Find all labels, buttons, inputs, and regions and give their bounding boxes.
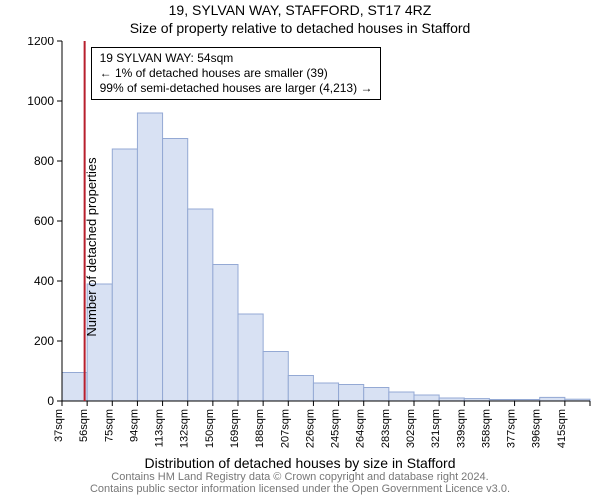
svg-text:339sqm: 339sqm [455, 409, 467, 448]
svg-text:169sqm: 169sqm [229, 409, 241, 448]
svg-text:415sqm: 415sqm [556, 409, 568, 448]
page-title: 19, SYLVAN WAY, STAFFORD, ST17 4RZ [0, 0, 600, 20]
svg-text:800: 800 [34, 154, 54, 168]
svg-text:0: 0 [47, 394, 54, 408]
legend-line-2: ← 1% of detached houses are smaller (39) [100, 66, 373, 81]
svg-text:207sqm: 207sqm [279, 409, 291, 448]
svg-text:600: 600 [34, 214, 54, 228]
legend-line-1: 19 SYLVAN WAY: 54sqm [100, 51, 373, 66]
svg-text:396sqm: 396sqm [531, 409, 543, 448]
svg-text:37sqm: 37sqm [53, 409, 65, 442]
svg-text:1000: 1000 [27, 94, 54, 108]
svg-text:1200: 1200 [27, 37, 54, 48]
svg-text:150sqm: 150sqm [204, 409, 216, 448]
svg-text:400: 400 [34, 274, 54, 288]
svg-text:56sqm: 56sqm [78, 409, 90, 442]
svg-text:377sqm: 377sqm [506, 409, 518, 448]
credit-line-2: Contains public sector information licen… [0, 483, 600, 495]
y-axis-label: Number of detached properties [84, 157, 99, 336]
page-subtitle: Size of property relative to detached ho… [0, 20, 600, 38]
chart-area: Number of detached properties 0 200 400 600… [0, 37, 600, 457]
svg-text:75sqm: 75sqm [103, 409, 115, 442]
svg-text:188sqm: 188sqm [254, 409, 266, 448]
svg-text:358sqm: 358sqm [480, 409, 492, 448]
svg-text:264sqm: 264sqm [355, 409, 367, 448]
svg-text:226sqm: 226sqm [304, 409, 316, 448]
svg-text:321sqm: 321sqm [430, 409, 442, 448]
svg-text:283sqm: 283sqm [380, 409, 392, 448]
legend-line-3: 99% of semi-detached houses are larger (… [100, 81, 373, 96]
svg-text:113sqm: 113sqm [154, 409, 166, 447]
svg-text:132sqm: 132sqm [179, 409, 191, 448]
credit-line-1: Contains HM Land Registry data © Crown c… [0, 471, 600, 483]
x-axis-caption: Distribution of detached houses by size … [0, 455, 600, 471]
svg-text:302sqm: 302sqm [405, 409, 417, 448]
svg-text:94sqm: 94sqm [128, 409, 140, 442]
svg-text:200: 200 [34, 334, 54, 348]
svg-text:245sqm: 245sqm [330, 409, 342, 448]
legend-box: 19 SYLVAN WAY: 54sqm ← 1% of detached ho… [91, 47, 382, 100]
